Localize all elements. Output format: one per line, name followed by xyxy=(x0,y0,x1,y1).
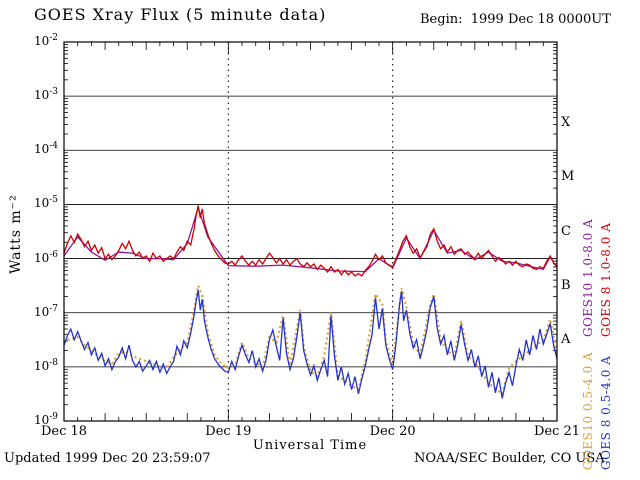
updated-timestamp: Updated 1999 Dec 20 23:59:07 xyxy=(4,451,211,466)
plot-frame xyxy=(63,41,558,422)
legend-goes8-short: GOES 8 0.5-4.0 A xyxy=(599,355,613,470)
flare-class-label: X xyxy=(561,115,571,131)
x-axis-title: Universal Time xyxy=(252,438,368,453)
trace-goes-8-0.5-4.0-a xyxy=(63,289,558,399)
y-axis-tick-label: 10-5 xyxy=(33,195,58,211)
flare-class-label: A xyxy=(561,331,571,347)
y-axis-tick-label: 10-8 xyxy=(33,357,58,373)
legend-goes10-short: GOES10 0.5-4.0 A xyxy=(581,351,595,470)
flare-class-label: M xyxy=(561,169,575,185)
y-axis-title: Watts m⁻² xyxy=(8,194,24,274)
trace-goes-8-1.0-8.0-a xyxy=(63,205,558,277)
y-axis-tick-label: 10-9 xyxy=(33,412,58,427)
flare-class-label: C xyxy=(561,223,571,239)
legend-goes8-long: GOES 8 1.0-8.0 A xyxy=(599,222,613,337)
x-axis-tick-label: Dec 21 xyxy=(533,424,581,439)
x-axis-tick-label: Dec 18 xyxy=(40,424,88,439)
y-axis-tick-label: 10-2 xyxy=(33,33,58,48)
x-axis-tick-label: Dec 19 xyxy=(205,424,252,439)
y-axis-tick-label: 10-3 xyxy=(33,87,58,103)
trace-goes10-0.5-4.0-a xyxy=(67,281,559,396)
y-axis-tick-label: 10-6 xyxy=(33,249,58,265)
flare-class-label: B xyxy=(561,277,571,293)
credit-label: NOAA/SEC Boulder, CO USA xyxy=(414,451,605,466)
legend-goes10-long: GOES10 1.0-8.0 A xyxy=(581,218,595,337)
begin-timestamp: Begin: 1999 Dec 18 0000UT xyxy=(420,12,611,27)
y-axis-tick-label: 10-4 xyxy=(33,141,58,157)
trace-goes10-1.0-8.0-a xyxy=(63,205,558,273)
x-axis-tick-label: Dec 20 xyxy=(369,424,416,439)
chart-title: GOES Xray Flux (5 minute data) xyxy=(34,5,327,24)
y-axis-tick-label: 10-7 xyxy=(33,303,58,319)
